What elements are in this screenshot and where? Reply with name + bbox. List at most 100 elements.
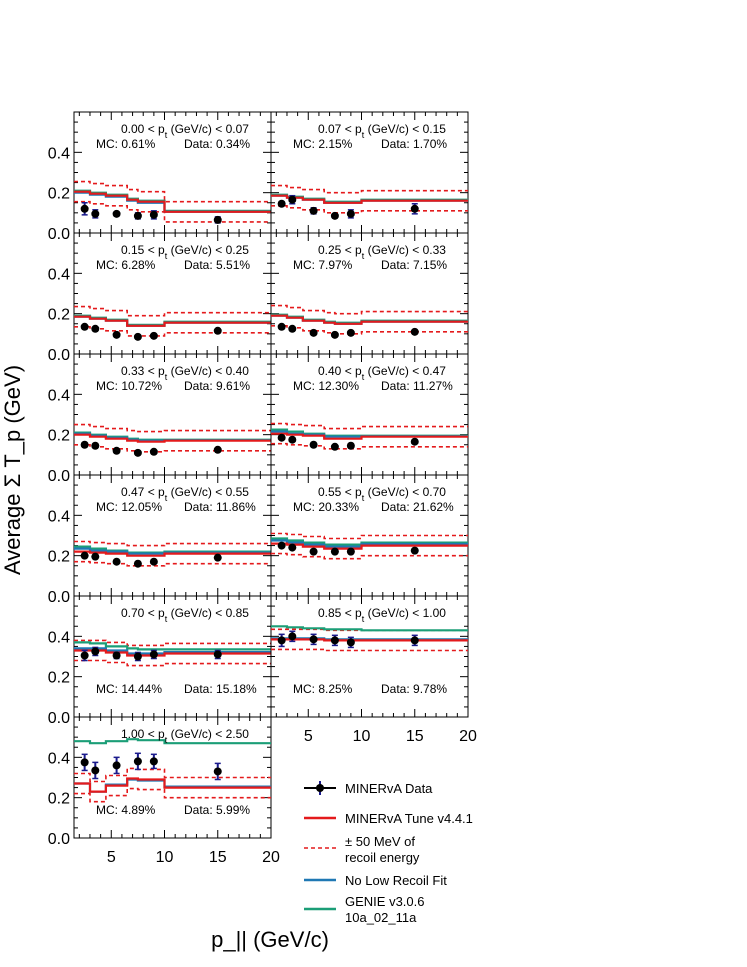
panel-mc-fraction: MC: 20.33%: [293, 500, 359, 514]
data-point: [133, 757, 142, 766]
data-point: [91, 647, 100, 656]
panel-data-fraction: Data: 15.18%: [184, 682, 257, 696]
data-point: [410, 327, 419, 336]
band-lower-line: [74, 560, 271, 567]
data-point: [112, 761, 121, 770]
data-point: [288, 435, 297, 444]
data-point: [330, 211, 339, 220]
panel-mc-fraction: MC: 6.28%: [96, 258, 156, 272]
x-tick-label: 5: [304, 728, 313, 745]
data-point: [213, 767, 222, 776]
data-point: [277, 541, 286, 550]
band-lower-line: [74, 444, 271, 453]
data-point: [309, 635, 318, 644]
y-tick-label: 0.0: [48, 831, 70, 848]
data-point: [149, 447, 158, 456]
data-point: [309, 440, 318, 449]
band-lower-line: [74, 787, 271, 803]
band-upper-line: [74, 180, 271, 203]
y-tick-label: 0.2: [48, 428, 70, 445]
legend: MINERvA Data MINERvA Tune v4.4.1 ± 50 Me…: [304, 781, 473, 925]
data-point: [112, 209, 121, 218]
tune-line: [74, 550, 271, 557]
y-tick-label: 0.4: [48, 629, 70, 646]
tune-line: [271, 314, 468, 325]
data-point: [80, 322, 89, 331]
panel-data-fraction: Data: 0.34%: [184, 137, 250, 151]
tune-line: [74, 433, 271, 443]
data-point: [80, 551, 89, 560]
panel-mc-fraction: MC: 10.72%: [96, 379, 162, 393]
panel-range-label: 0.40 < pt (GeV/c) < 0.47: [318, 364, 446, 382]
data-point: [112, 651, 121, 660]
data-point: [133, 211, 142, 220]
data-point: [330, 442, 339, 451]
data-point: [309, 328, 318, 337]
data-point: [410, 636, 419, 645]
x-tick-label: 10: [156, 849, 174, 866]
panel-range-label: 0.55 < pt (GeV/c) < 0.70: [318, 485, 446, 503]
panel-mc-fraction: MC: 7.97%: [293, 258, 353, 272]
data-point: [91, 324, 100, 333]
y-tick-label: 0.4: [48, 508, 70, 525]
panel-data-fraction: Data: 21.62%: [381, 500, 454, 514]
data-point: [277, 636, 286, 645]
x-tick-label: 20: [262, 849, 280, 866]
panel-range-label: 0.07 < pt (GeV/c) < 0.15: [318, 122, 446, 140]
legend-tune-label: MINERvA Tune v4.4.1: [345, 811, 473, 826]
y-tick-label: 0.0: [48, 468, 70, 485]
data-point: [149, 557, 158, 566]
data-point: [133, 448, 142, 457]
data-point: [410, 546, 419, 555]
band-lower-line: [74, 659, 271, 667]
panel-mc-fraction: MC: 4.89%: [96, 803, 156, 817]
y-tick-label: 0.4: [48, 145, 70, 162]
data-point: [133, 652, 142, 661]
legend-data-label: MINERvA Data: [345, 781, 433, 796]
y-axis-label: Average Σ T_p (GeV): [0, 365, 25, 575]
data-point: [91, 552, 100, 561]
data-point: [112, 330, 121, 339]
band-upper-line: [271, 532, 468, 540]
x-tick-label: 5: [107, 849, 116, 866]
panel-mc-fraction: MC: 8.25%: [293, 682, 353, 696]
legend-data-marker: [316, 784, 324, 792]
panel-data-fraction: Data: 9.78%: [381, 682, 447, 696]
data-point: [91, 209, 100, 218]
y-tick-label: 0.2: [48, 670, 70, 687]
data-point: [91, 766, 100, 775]
panel-range-label: 0.25 < pt (GeV/c) < 0.33: [318, 243, 446, 261]
data-point: [288, 195, 297, 204]
data-point: [149, 650, 158, 659]
data-point: [288, 324, 297, 333]
panel-p11: 0.0 0.2 0.4 1.00 < pt (GeV/c) < 2.50 MC: 4.8…: [48, 716, 280, 866]
y-tick-label: 0.4: [48, 750, 70, 767]
y-tick-label: 0.2: [48, 307, 70, 324]
band-lower-line: [271, 552, 468, 560]
tune-line: [74, 190, 271, 213]
panel-range-label: 1.00 < pt (GeV/c) < 2.50: [121, 727, 249, 745]
data-point: [133, 559, 142, 568]
tune-line: [74, 649, 271, 657]
genie-line: [74, 641, 271, 651]
y-tick-label: 0.2: [48, 549, 70, 566]
data-point: [277, 433, 286, 442]
panel-data-fraction: Data: 9.61%: [184, 379, 250, 393]
data-point: [112, 446, 121, 455]
panel-range-label: 0.00 < pt (GeV/c) < 0.07: [121, 122, 249, 140]
y-tick-label: 0.0: [48, 226, 70, 243]
panel-mc-fraction: MC: 0.61%: [96, 137, 156, 151]
x-tick-label: 15: [406, 728, 424, 745]
legend-band-label-2: recoil energy: [345, 850, 420, 865]
x-tick-label: 15: [209, 849, 227, 866]
y-tick-label: 0.0: [48, 589, 70, 606]
tune-line: [271, 542, 468, 550]
band-upper-line: [74, 423, 271, 433]
band-upper-line: [271, 304, 468, 315]
data-point: [346, 209, 355, 218]
data-point: [80, 651, 89, 660]
